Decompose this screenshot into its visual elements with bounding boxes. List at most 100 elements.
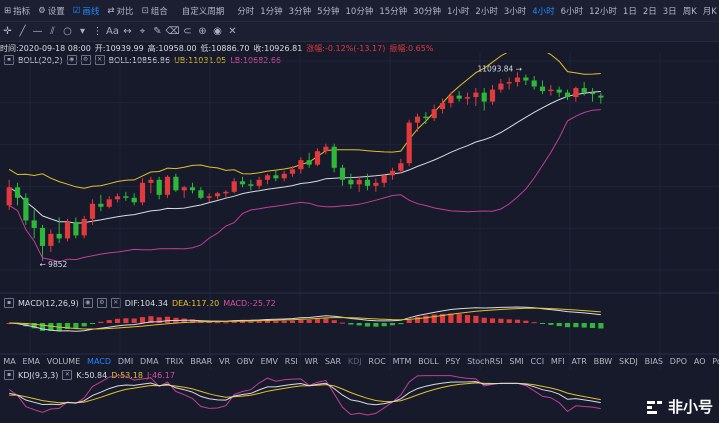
indicator-tab-ao[interactable]: AO [693, 357, 706, 366]
indicator-tab-cci[interactable]: CCI [530, 357, 545, 366]
indicator-tab-kdj[interactable]: KDJ [347, 357, 362, 366]
text-icon[interactable]: Aa [106, 26, 119, 37]
brush-icon[interactable]: ✎ [153, 26, 162, 37]
macd-histogram-bar [398, 323, 404, 325]
macd-histogram-bar [314, 319, 321, 323]
timeframe-1[interactable]: 1分钟 [260, 6, 283, 17]
combo-button[interactable]: ⊡ 组合 [141, 5, 168, 17]
indicator-tab-smi[interactable]: SMI [509, 357, 524, 366]
candle-body [189, 187, 196, 191]
macd-histogram-bar [598, 323, 604, 329]
eraser-icon[interactable]: ⌫ [165, 26, 180, 37]
gear-icon[interactable]: ⚙ [96, 298, 107, 308]
lock-icon[interactable]: ⊕ [198, 26, 207, 37]
bar-amplitude: 振幅:0.65% [389, 44, 434, 53]
trash-icon[interactable]: ✕ [228, 26, 237, 37]
timeframe-17[interactable]: 月K [702, 6, 717, 17]
timeframe-9[interactable]: 3小时 [503, 6, 527, 17]
timeframe-5[interactable]: 15分钟 [379, 6, 408, 17]
eye-icon[interactable]: ◉ [82, 298, 93, 308]
candle-body [348, 179, 354, 185]
collapse-icon[interactable]: ▪ [4, 370, 14, 380]
indicator-tab-bbw[interactable]: BBW [593, 357, 613, 366]
timeframe-13[interactable]: 1日 [622, 6, 637, 17]
timeframe-11[interactable]: 6小时 [560, 6, 584, 17]
settings-button[interactable]: ⚙ 设置 [38, 5, 65, 17]
timeframe-7[interactable]: 1小时 [446, 6, 470, 17]
candle-body [556, 89, 562, 93]
timeframe-8[interactable]: 2小时 [475, 6, 498, 17]
compare-button[interactable]: ⇄ 对比 [107, 5, 134, 17]
indicator-tab-boll[interactable]: BOLL [418, 357, 439, 366]
indicator-tab-sar[interactable]: SAR [324, 357, 342, 366]
fibonacci-icon[interactable]: ⋮ [92, 26, 103, 37]
candle-body [214, 193, 221, 197]
price-chart[interactable]: 11093.84 → ← 9852 [0, 53, 719, 423]
indicator-tab-rsi[interactable]: RSI [284, 357, 298, 366]
timeframe-3[interactable]: 5分钟 [317, 6, 340, 17]
circle-icon[interactable]: ○ [63, 26, 72, 37]
trendline-icon[interactable]: ╱ [19, 26, 26, 37]
timeframe-0[interactable]: 分时 [237, 6, 255, 17]
timeframe-2[interactable]: 3分钟 [288, 6, 312, 17]
draw-line-button[interactable]: ☑ 画线 [72, 5, 100, 17]
indicator-tab-skdj[interactable]: SKDJ [618, 357, 638, 366]
indicator-tab-dpo[interactable]: DPO [669, 357, 688, 366]
channel-icon[interactable]: ⫽ [50, 26, 55, 37]
indicator-tab-obv[interactable]: OBV [236, 357, 254, 366]
macd-histogram-bar [523, 320, 529, 323]
crosshair-icon[interactable]: ✛ [3, 26, 12, 37]
close-icon[interactable]: ✕ [94, 55, 105, 65]
timeframe-14[interactable]: 2日 [642, 6, 657, 17]
chevron-down-icon[interactable]: ▾ [79, 26, 86, 37]
indicator-tab-roc[interactable]: ROC [368, 357, 386, 366]
macd-histogram-bar [381, 323, 387, 327]
horizontal-line-icon[interactable]: — [32, 26, 43, 37]
indicator-tab-mfi[interactable]: MFI [550, 357, 565, 366]
macd-histogram-bar [373, 323, 379, 327]
timeframe-15[interactable]: 3日 [662, 6, 677, 17]
timeframe-6[interactable]: 30分钟 [413, 6, 441, 17]
indicator-tab-vr[interactable]: VR [218, 357, 230, 366]
low-annotation: ← 9852 [40, 260, 68, 269]
indicator-tab-wr[interactable]: WR [304, 357, 319, 366]
indicator-tab-dma[interactable]: DMA [140, 357, 159, 366]
indicator-tab-volume[interactable]: VOLUME [46, 357, 81, 366]
timeframe-12[interactable]: 12小时 [589, 6, 617, 17]
measure-icon[interactable]: ⌖ [139, 26, 146, 37]
indicator-tab-macd[interactable]: MACD [87, 357, 112, 366]
indicator-tab-brar[interactable]: BRAR [190, 357, 213, 366]
close-icon[interactable]: ✕ [62, 370, 73, 380]
macd-histogram-bar [164, 316, 171, 323]
indicator-tab-trix[interactable]: TRIX [165, 357, 184, 366]
macd-histogram-bar [389, 323, 396, 326]
indicator-tab-atr[interactable]: ATR [571, 357, 587, 366]
indicator-tab-bias[interactable]: BIAS [644, 357, 664, 366]
indicator-tab-ema[interactable]: EMA [22, 357, 40, 366]
indicator-button[interactable]: ⊞ 指标 [4, 5, 31, 17]
indicator-tab-stochrsi[interactable]: StochRSI [467, 357, 503, 366]
eye-icon[interactable]: ◉ [213, 26, 222, 37]
indicator-tab-mtm[interactable]: MTM [392, 357, 412, 366]
indicator-tab-emv[interactable]: EMV [260, 357, 279, 366]
timeframe-10[interactable]: 4小时 [532, 6, 555, 17]
eye-icon[interactable]: ◉ [66, 55, 77, 65]
macd-histogram-bar [531, 322, 537, 324]
indicator-tab-psy[interactable]: PSY [445, 357, 461, 366]
arrow-icon[interactable]: ↔ [123, 26, 132, 37]
custom-period-button[interactable]: 自定义周期 [181, 6, 225, 17]
macd-dif: DIF:104.34 [124, 298, 168, 308]
magnet-icon[interactable]: ⊂ [183, 26, 192, 37]
collapse-icon[interactable]: ▪ [4, 55, 14, 65]
candle-body [306, 160, 312, 165]
macd-histogram-bar [573, 323, 579, 328]
macd-histogram-bar [139, 317, 146, 323]
indicator-tab-position[interactable]: Position [712, 357, 719, 366]
macd-histogram-bar [264, 321, 271, 323]
gear-icon[interactable]: ⚙ [80, 55, 91, 65]
indicator-tab-ma[interactable]: MA [3, 357, 16, 366]
timeframe-16[interactable]: 周K [682, 6, 697, 17]
timeframe-4[interactable]: 10分钟 [345, 6, 374, 17]
collapse-icon[interactable]: ▪ [4, 298, 14, 308]
indicator-tab-dmi[interactable]: DMI [117, 357, 134, 366]
